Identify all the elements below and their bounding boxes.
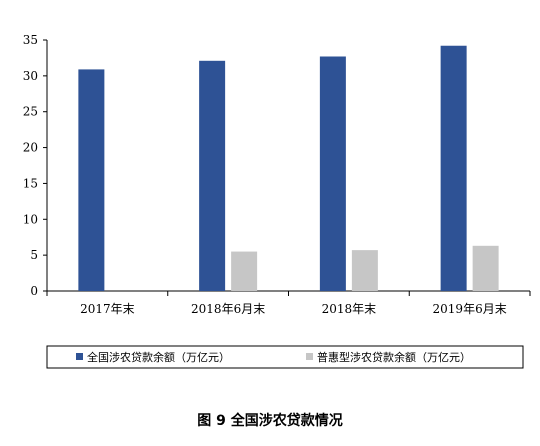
bar-series-2	[231, 251, 258, 291]
bar-series-2	[351, 250, 378, 291]
figure-caption: 图 9 全国涉农贷款情况	[197, 413, 343, 429]
x-tick-label: 2018年末	[322, 302, 377, 316]
y-tick-label: 35	[23, 33, 38, 47]
bar-series-2	[472, 245, 499, 291]
x-tick-label: 2019年6月末	[433, 302, 507, 316]
y-tick-label: 10	[23, 212, 38, 226]
y-tick-label: 0	[30, 284, 38, 298]
bar-series-1	[199, 60, 226, 291]
y-axis: 0 5 10 15 20 25 30 35	[23, 33, 48, 298]
y-tick-label: 25	[23, 105, 38, 119]
x-tick-label: 2017年末	[80, 302, 135, 316]
x-axis: 2017年末 2018年6月末 2018年末 2019年6月末	[46, 290, 531, 316]
legend-label: 全国涉农贷款余额（万亿元）	[87, 350, 230, 364]
y-tick-label: 30	[23, 69, 38, 83]
bar-series-1	[319, 56, 346, 291]
legend-swatch	[76, 353, 83, 360]
bar-series-1	[78, 69, 105, 291]
y-tick-label: 20	[23, 141, 38, 155]
bars	[78, 45, 499, 291]
bar-series-1	[440, 45, 467, 291]
x-tick-label: 2018年6月末	[191, 302, 265, 316]
y-tick-label: 15	[23, 176, 38, 190]
legend-label: 普惠型涉农贷款余额（万亿元）	[317, 350, 471, 364]
y-tick-label: 5	[30, 248, 38, 262]
legend: 全国涉农贷款余额（万亿元） 普惠型涉农贷款余额（万亿元）	[46, 345, 524, 369]
legend-swatch	[306, 353, 313, 360]
legend-box	[46, 345, 524, 369]
